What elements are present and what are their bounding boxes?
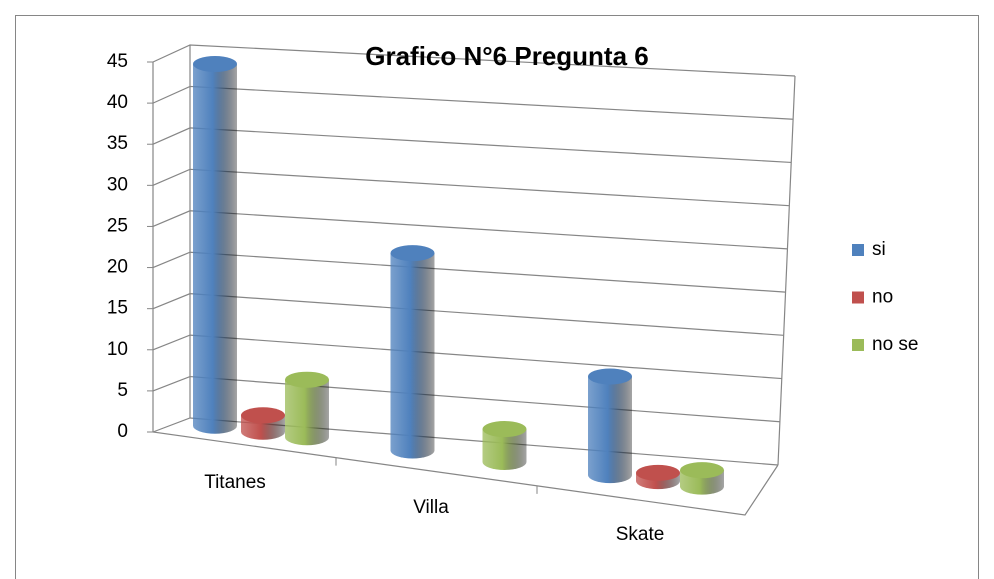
legend-swatch [852,244,864,256]
cylinder [193,55,238,434]
axis-wall [152,62,779,516]
x-tick-label: Villa [413,497,449,518]
grid-line [152,168,790,207]
cylinder [285,371,329,446]
y-tick-label: 5 [117,380,128,401]
grid-line [152,127,792,164]
x-tick-label: Titanes [204,472,266,493]
legend-label: si [872,239,886,260]
y-tick-label: 15 [107,298,128,319]
grid-line [152,334,782,380]
y-tick-label: 0 [117,421,128,442]
grid-line [152,417,779,466]
grid-line [152,44,796,77]
y-tick-label: 30 [107,174,128,195]
cylinder-body [193,63,238,434]
cylinder [636,464,680,490]
cylinder-top [482,421,527,438]
grid-line [152,85,794,120]
grid-line [152,210,788,250]
cylinder-body [390,253,435,459]
cylinder-top [588,368,632,385]
y-tick-label: 10 [107,339,128,360]
cylinder-top [193,55,237,72]
cylinder-top [390,245,435,262]
y-tick-label: 45 [107,51,128,72]
legend-swatch [852,339,864,351]
cylinder-top [285,371,329,388]
y-tick-label: 40 [107,92,128,113]
cylinder-top [636,464,680,481]
cylinder [588,368,632,484]
cylinder-body [588,376,632,484]
wall-edge [189,45,796,466]
x-tick-label: Skate [616,524,665,545]
chart-frame [15,15,979,579]
grid-line [152,251,786,293]
cylinder [390,245,435,459]
legend-label: no se [872,334,918,355]
chart-title: Grafico N°6 Pregunta 6 [365,41,648,71]
cylinder [482,421,527,470]
grid-line [152,375,780,423]
cylinder [241,407,285,440]
cylinder-body [285,379,329,446]
legend-label: no [872,287,893,308]
legend-swatch [852,291,864,304]
cylinder-top [680,462,724,479]
y-tick-label: 35 [107,133,128,154]
y-tick-label: 25 [107,215,128,236]
cylinder-body [482,429,527,470]
y-tick-label: 20 [107,257,128,278]
grid-line [152,293,784,336]
cylinder [680,462,724,495]
cylinder-top [241,407,285,424]
